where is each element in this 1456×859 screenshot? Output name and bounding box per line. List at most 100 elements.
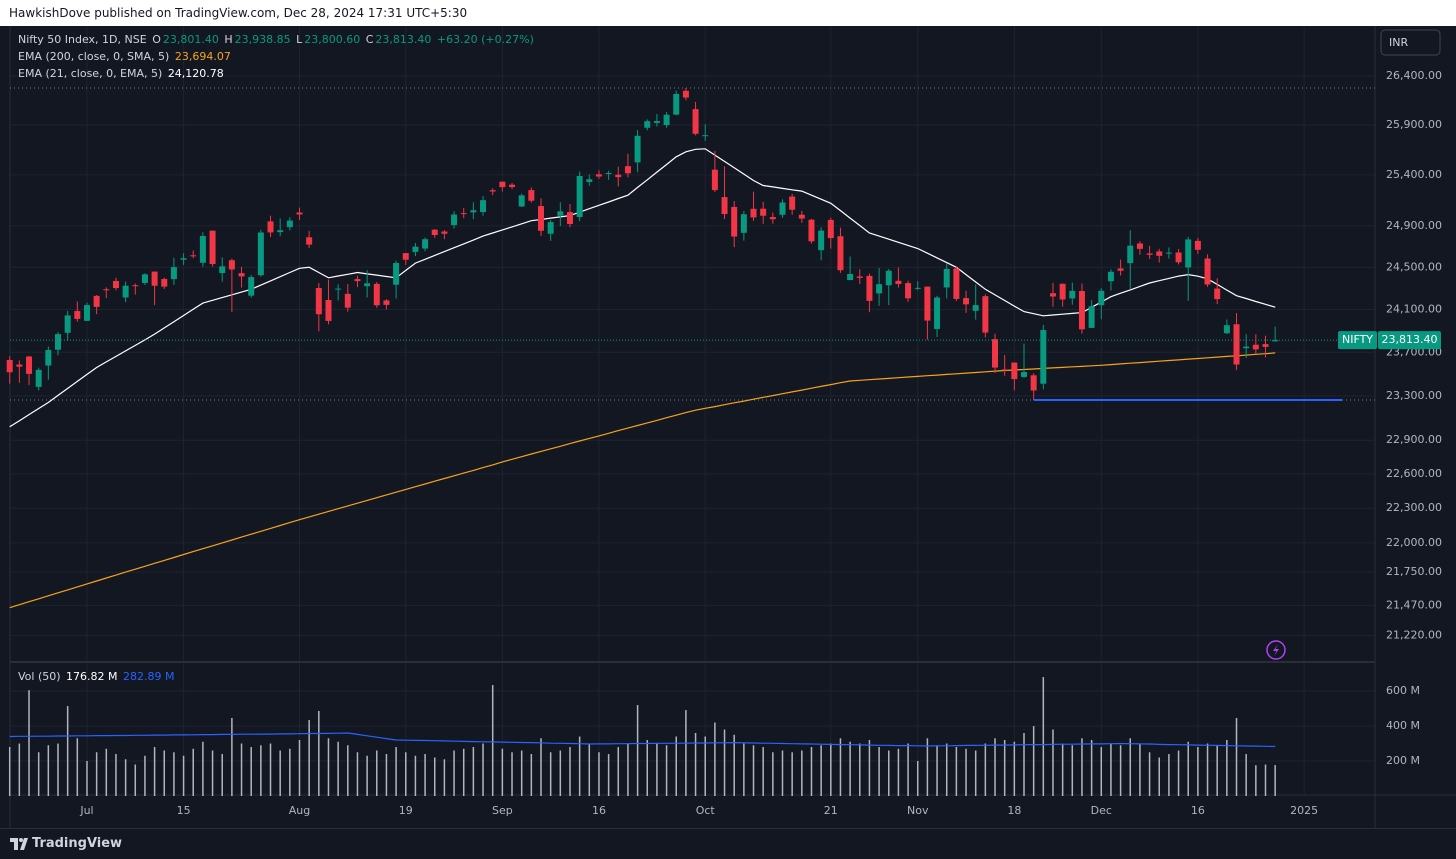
candle-body [402, 253, 409, 260]
x-tick-label: Sep [492, 804, 513, 817]
volume-bar [540, 738, 542, 796]
candle-body [972, 305, 979, 311]
volume-bar [984, 743, 987, 796]
legend-change: +63.20 (+0.27%) [436, 33, 534, 46]
volume-bar [945, 743, 948, 796]
volume-bar [424, 754, 426, 796]
candle-body [682, 90, 689, 98]
candle-body [499, 181, 506, 188]
volume-bar [269, 743, 272, 796]
candle-body [422, 239, 429, 249]
marks: 26,400.00 25,900.00 25,400.00 24,900.00 24,5… [6, 69, 1442, 817]
volume-bar [578, 736, 581, 796]
candle-body [798, 214, 805, 219]
candle-body [228, 260, 235, 270]
candle-body [943, 268, 950, 288]
candle-body [451, 214, 458, 226]
volume-bar [318, 710, 320, 796]
volume-bar [839, 738, 842, 796]
y-tick-label: 24,500.00 [1386, 260, 1442, 273]
volume-bar [936, 745, 938, 796]
volume-bar [37, 752, 40, 796]
volume-legend: Vol (50) 176.82 M 282.89 M [18, 668, 177, 685]
candle-body [364, 283, 371, 287]
candle-body [83, 305, 90, 321]
x-tick-label: 16 [592, 804, 606, 817]
volume-bar [1003, 740, 1006, 796]
volume-bar [974, 750, 977, 796]
candle-body [45, 350, 52, 366]
alert-icon[interactable] [1266, 640, 1286, 660]
candle-body [1146, 253, 1153, 255]
volume-bar [28, 690, 30, 796]
candle-body [315, 288, 322, 315]
volume-bar [86, 761, 88, 796]
symbol-tag-label: NIFTY [1342, 333, 1373, 346]
candle-body [344, 293, 351, 308]
y-tick-label: 25,400.00 [1386, 168, 1442, 181]
candle-body [325, 300, 332, 321]
volume-bar [878, 747, 880, 796]
ema-line [9, 148, 1276, 428]
volume-bar [1274, 765, 1276, 796]
candle-body [93, 295, 100, 307]
candle-body [248, 277, 255, 296]
legend-key: O [152, 33, 161, 46]
candle-body [731, 206, 738, 237]
candle-body [431, 229, 438, 235]
volume-bar [511, 752, 513, 796]
candle-body [1021, 372, 1027, 377]
volume-bar [231, 717, 233, 796]
currency-button[interactable] [1380, 29, 1441, 56]
volume-bar [646, 740, 649, 796]
candle-body [122, 285, 129, 298]
volume-bar [965, 748, 967, 796]
volume-bar [820, 745, 822, 796]
volume-bar [1100, 747, 1103, 796]
candle-body [509, 184, 516, 188]
candle-body [740, 214, 747, 233]
y-tick-label: 24,900.00 [1386, 219, 1442, 232]
volume-bar [1226, 740, 1228, 796]
publisher-bar: HawkishDove published on TradingView.com… [0, 0, 1456, 26]
x-tick-label: 19 [399, 804, 413, 817]
candle-body [64, 315, 71, 333]
volume-bar [18, 743, 21, 796]
volume-bar [955, 747, 958, 796]
volume-bar [752, 745, 755, 796]
candle-body [1194, 240, 1201, 250]
candle-body [199, 236, 206, 263]
publisher: HawkishDove published on TradingView.com… [9, 6, 468, 20]
candle-body [692, 109, 699, 134]
volume-bar [376, 750, 378, 796]
candle-body [1078, 291, 1085, 330]
legend-value: 23,800.60 [304, 33, 361, 46]
volume-bar [356, 752, 359, 796]
y-tick-label: 24,100.00 [1386, 302, 1442, 315]
candle-body [480, 200, 487, 212]
volume-bar [1052, 729, 1054, 796]
volume-bar [723, 729, 726, 796]
candle-body [383, 300, 390, 305]
volume-bar [298, 740, 301, 796]
indicator-value: 282.89 M [123, 670, 175, 683]
candle-body [789, 196, 796, 210]
volume-bar [781, 750, 784, 796]
indicator-value: 23,694.07 [174, 50, 231, 63]
candle-body [354, 279, 361, 282]
currency[interactable]: INR [1389, 36, 1408, 49]
volume-bar [443, 759, 446, 796]
candle-body [711, 169, 718, 191]
candle-body [1069, 290, 1076, 299]
candle-body [924, 286, 931, 321]
volume-bar [115, 754, 117, 796]
candle-body [1204, 258, 1211, 285]
x-tick-label: 18 [1007, 804, 1021, 817]
volume-bar [1061, 743, 1064, 796]
x-tick-label: 21 [824, 804, 838, 817]
candle-body [1243, 346, 1250, 349]
ema-line [9, 352, 1276, 609]
candle-body [180, 258, 187, 260]
candle-body [876, 284, 883, 294]
